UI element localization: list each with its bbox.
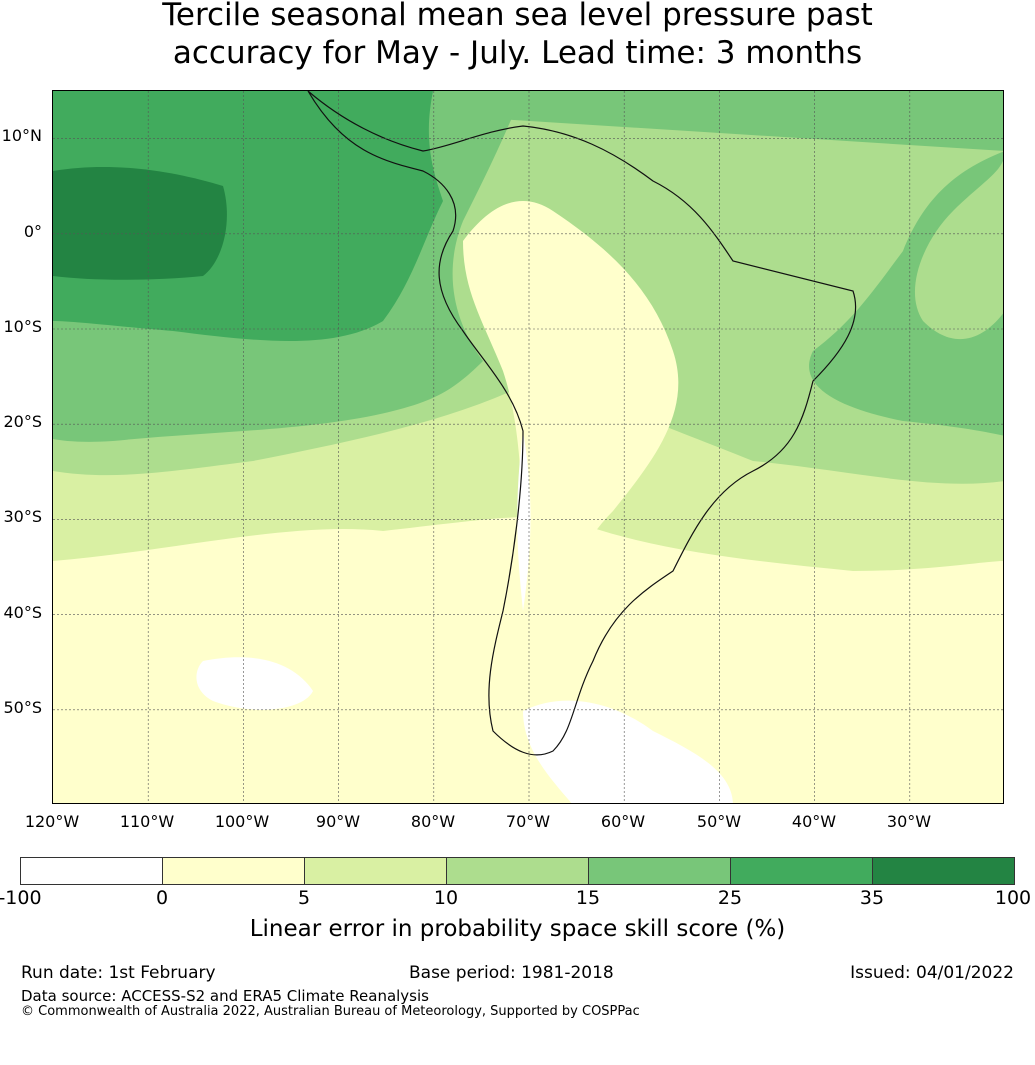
colorbar-segment: [731, 858, 873, 884]
lon-label-70w: 70°W: [505, 812, 551, 831]
lat-label-40s: 40°S: [3, 603, 42, 622]
lat-label-0: 0°: [23, 222, 42, 241]
colorbar-tick: 15: [575, 887, 601, 909]
gridlines: [53, 91, 1003, 803]
copyright: © Commonwealth of Australia 2022, Austra…: [21, 1004, 640, 1019]
zone-negative-2: [523, 700, 733, 803]
colorbar-tick: -100: [0, 887, 42, 909]
skill-map-svg: [53, 91, 1003, 803]
colorbar-label: Linear error in probability space skill …: [249, 916, 786, 942]
colorbar-tick: 10: [433, 887, 459, 909]
colorbar-tick: 25: [717, 887, 743, 909]
zone-negative-1: [196, 657, 313, 710]
lon-label-60w: 60°W: [600, 812, 646, 831]
zone-35-100: [53, 166, 227, 280]
lat-label-10n: 10°N: [1, 126, 42, 145]
issued-date: Issued: 04/01/2022: [850, 963, 1014, 983]
colorbar-tick: 0: [155, 887, 169, 909]
colorbar: [20, 857, 1015, 885]
zone-15-25-east: [53, 91, 1003, 436]
base-period: Base period: 1981-2018: [409, 963, 614, 983]
colorbar-segment: [447, 858, 589, 884]
colorbar-tick: 5: [297, 887, 311, 909]
lon-label-90w: 90°W: [315, 812, 361, 831]
colorbar-segment: [163, 858, 305, 884]
lon-label-40w: 40°W: [791, 812, 837, 831]
map-title: Tercile seasonal mean sea level pressure…: [0, 0, 1035, 72]
lon-label-120w: 120°W: [24, 812, 80, 831]
colorbar-segment: [21, 858, 163, 884]
lon-label-80w: 80°W: [410, 812, 456, 831]
lat-label-30s: 30°S: [3, 507, 42, 526]
lat-label-50s: 50°S: [3, 698, 42, 717]
lon-label-100w: 100°W: [214, 812, 270, 831]
colorbar-segment: [589, 858, 731, 884]
lon-label-50w: 50°W: [696, 812, 742, 831]
colorbar-tick: 35: [859, 887, 885, 909]
colorbar-segment: [305, 858, 447, 884]
data-source: Data source: ACCESS-S2 and ERA5 Climate …: [21, 987, 429, 1005]
lat-label-20s: 20°S: [3, 412, 42, 431]
coastline: [307, 91, 857, 756]
run-date: Run date: 1st February: [21, 963, 216, 983]
title-line-1: Tercile seasonal mean sea level pressure…: [162, 0, 873, 33]
lon-label-110w: 110°W: [119, 812, 175, 831]
colorbar-segment: [873, 858, 1014, 884]
colorbar-tick: 100: [994, 887, 1032, 909]
title-line-2: accuracy for May - July. Lead time: 3 mo…: [172, 35, 863, 71]
lon-label-30w: 30°W: [886, 812, 932, 831]
zone-andes-white: [517, 431, 531, 611]
lat-label-10s: 10°S: [3, 317, 42, 336]
skill-map: [52, 90, 1004, 804]
